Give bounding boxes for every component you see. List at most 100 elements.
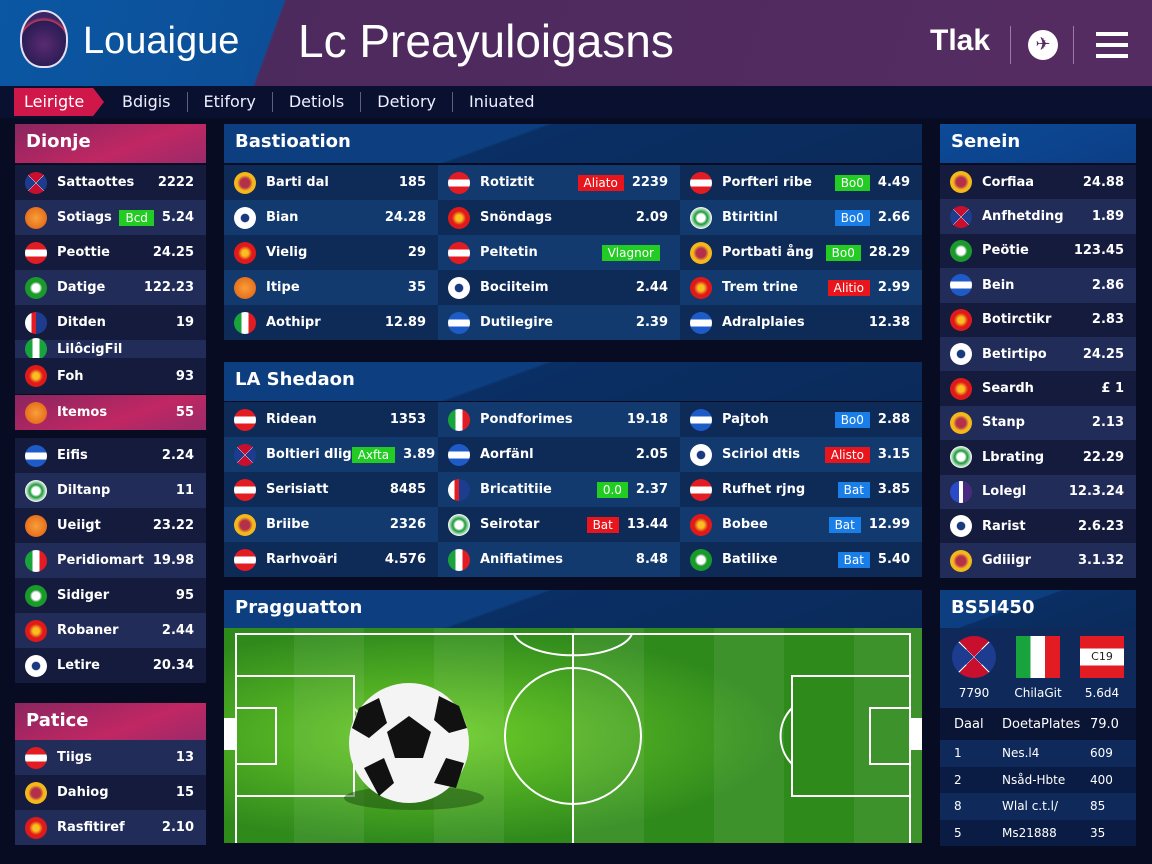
table-cell: DoetaPlates [1002, 716, 1081, 732]
list-item[interactable]: Seardh £ 1 [940, 371, 1136, 406]
list-item[interactable]: Batilixe Bat 5.40 [680, 542, 922, 577]
list-item[interactable]: Rotiztit Aliato 2239 [438, 165, 680, 200]
list-item[interactable]: Eifis 2.24 [15, 438, 206, 473]
list-item[interactable]: Vielig 29 [224, 235, 438, 270]
list-item[interactable]: Serisiatt 8485 [224, 472, 438, 507]
list-item[interactable]: Porfteri ribe Bo0 4.49 [680, 165, 922, 200]
list-item[interactable]: Snöndags 2.09 [438, 200, 680, 235]
list-item[interactable]: Peottie 24.25 [15, 235, 206, 270]
list-item[interactable]: Peridiomart 19.98 [15, 543, 206, 578]
list-item[interactable]: Itipe 35 [224, 270, 438, 305]
table-row[interactable]: 2 Nsåd-Hbte 400 [940, 766, 1136, 793]
list-item[interactable]: Bobee Bat 12.99 [680, 507, 922, 542]
list-item[interactable]: Ditden 19 [15, 305, 206, 340]
brand-name[interactable]: Louaigue [83, 20, 240, 62]
table-row[interactable]: 1 Nes.l4 609 [940, 740, 1136, 767]
list-item[interactable]: Rufhet rjng Bat 3.85 [680, 472, 922, 507]
tab-active[interactable]: Leirigte [14, 88, 104, 116]
list-item[interactable]: Dahiog 15 [15, 775, 206, 810]
circle-red-white-icon [234, 408, 256, 431]
list-item[interactable]: Lbrating 22.29 [940, 440, 1136, 475]
list-item[interactable]: Bian 24.28 [224, 200, 438, 235]
table-cell: 85 [1090, 799, 1106, 814]
item-name: Rotiztit [480, 175, 535, 190]
globe-icon[interactable]: ✈ [1028, 30, 1058, 60]
item-value: 11 [175, 483, 194, 498]
list-item[interactable]: Lolegl 12.3.24 [940, 474, 1136, 509]
list-item[interactable]: Anfhetding 1.89 [940, 199, 1136, 234]
tab-5[interactable]: Iniuated [451, 92, 551, 112]
crest-red-icon [950, 377, 972, 400]
list-item[interactable]: Barti dal 185 [224, 165, 438, 200]
list-item[interactable]: Aorfänl 2.05 [438, 437, 680, 472]
list-item[interactable]: Trem trine Alitio 2.99 [680, 270, 922, 305]
list-item[interactable]: Letire 20.34 [15, 648, 206, 683]
list-item[interactable]: Anifiatimes 8.48 [438, 542, 680, 577]
tab-4[interactable]: Detiory [360, 92, 452, 112]
item-name: Letire [57, 658, 100, 673]
crest-red-icon [950, 308, 972, 331]
status-badge: Alitio [827, 279, 870, 296]
item-value: 23.22 [152, 518, 194, 533]
list-item[interactable]: Datige 122.23 [15, 270, 206, 305]
item-value: 3.15 [877, 447, 910, 462]
crest-red-icon [25, 365, 47, 387]
table-row[interactable]: 5 Ms21888 35 [940, 819, 1136, 846]
soccer-ball-icon [690, 443, 712, 466]
crest-orange-icon [25, 514, 47, 537]
list-item[interactable]: Briibe 2326 [224, 507, 438, 542]
list-item[interactable]: Aothipr 12.89 [224, 305, 438, 340]
item-name: Peottie [57, 245, 110, 260]
list-item[interactable]: Tiigs 13 [15, 740, 206, 775]
list-item[interactable]: Botirctikr 2.83 [940, 302, 1136, 337]
item-value: 2.86 [1091, 277, 1124, 293]
list-item[interactable]: Pondforimes 19.18 [438, 402, 680, 437]
list-item[interactable]: Bein 2.86 [940, 268, 1136, 303]
list-item[interactable]: Portbati ång Bo0 28.29 [680, 235, 922, 270]
list-item[interactable]: Peltetin Vlagnor [438, 235, 680, 270]
list-item[interactable]: Ueiigt 23.22 [15, 508, 206, 543]
header-link[interactable]: Tlak [930, 24, 991, 57]
list-item[interactable]: Robaner 2.44 [15, 613, 206, 648]
tab-2[interactable]: Etifory [186, 92, 272, 112]
item-value: 2.39 [635, 315, 668, 330]
list-item[interactable]: Ridean 1353 [224, 402, 438, 437]
list-item[interactable]: Boltieri dlig Axfta 3.89 [224, 437, 438, 472]
list-item[interactable]: Corfiaa 24.88 [940, 165, 1136, 200]
list-item[interactable]: Seirotar Bat 13.44 [438, 507, 680, 542]
list-item[interactable]: Sidiger 95 [15, 578, 206, 613]
list-item[interactable]: Itemos 55 [15, 395, 206, 430]
list-item[interactable]: LilôcigFil [15, 338, 206, 360]
list-item[interactable]: Bricatitiie 0.0 2.37 [438, 472, 680, 507]
crest-red-icon [448, 206, 470, 229]
list-item[interactable]: Adralplaies 12.38 [680, 305, 922, 340]
list-item[interactable]: Sotiags Bcd 5.24 [15, 200, 206, 235]
list-item[interactable]: Gdiiigr 3.1.32 [940, 543, 1136, 578]
tab-3[interactable]: Detiols [271, 92, 360, 112]
list-item[interactable]: Dutilegire 2.39 [438, 305, 680, 340]
list-item[interactable]: Rasfitiref 2.10 [15, 810, 206, 845]
item-name: Rufhet rjng [722, 482, 806, 497]
list-item[interactable]: Rarhvoäri 4.576 [224, 542, 438, 577]
list-item[interactable]: Sattaottes 2222 [15, 165, 206, 200]
list-item[interactable]: Bociiteim 2.44 [438, 270, 680, 305]
list-item[interactable]: Btiritinl Bo0 2.66 [680, 200, 922, 235]
hamburger-icon[interactable] [1096, 32, 1128, 58]
list-item[interactable]: Pajtoh Bo0 2.88 [680, 402, 922, 437]
item-value: 3.89 [403, 447, 436, 462]
item-name: Ridean [266, 412, 317, 427]
list-item[interactable]: Sciriol dtis Alisto 3.15 [680, 437, 922, 472]
item-name: Anfhetding [982, 209, 1064, 225]
league-logo-icon[interactable] [20, 10, 68, 68]
item-name: Seirotar [480, 517, 540, 532]
list-item[interactable]: Diltanp 11 [15, 473, 206, 508]
table-row[interactable]: 8 Wlal c.t.l/85 [940, 793, 1136, 820]
list-item[interactable]: Betirtipo 24.25 [940, 337, 1136, 372]
tab-1[interactable]: Bdigis [122, 92, 171, 111]
list-item[interactable]: Peötie 123.45 [940, 233, 1136, 269]
list-item[interactable]: Stanp 2.13 [940, 405, 1136, 441]
list-item[interactable]: Rarist 2.6.23 [940, 509, 1136, 544]
item-name: Diltanp [57, 483, 111, 498]
list-item[interactable]: Foh 93 [15, 358, 206, 394]
pitch-stripe [714, 628, 784, 843]
